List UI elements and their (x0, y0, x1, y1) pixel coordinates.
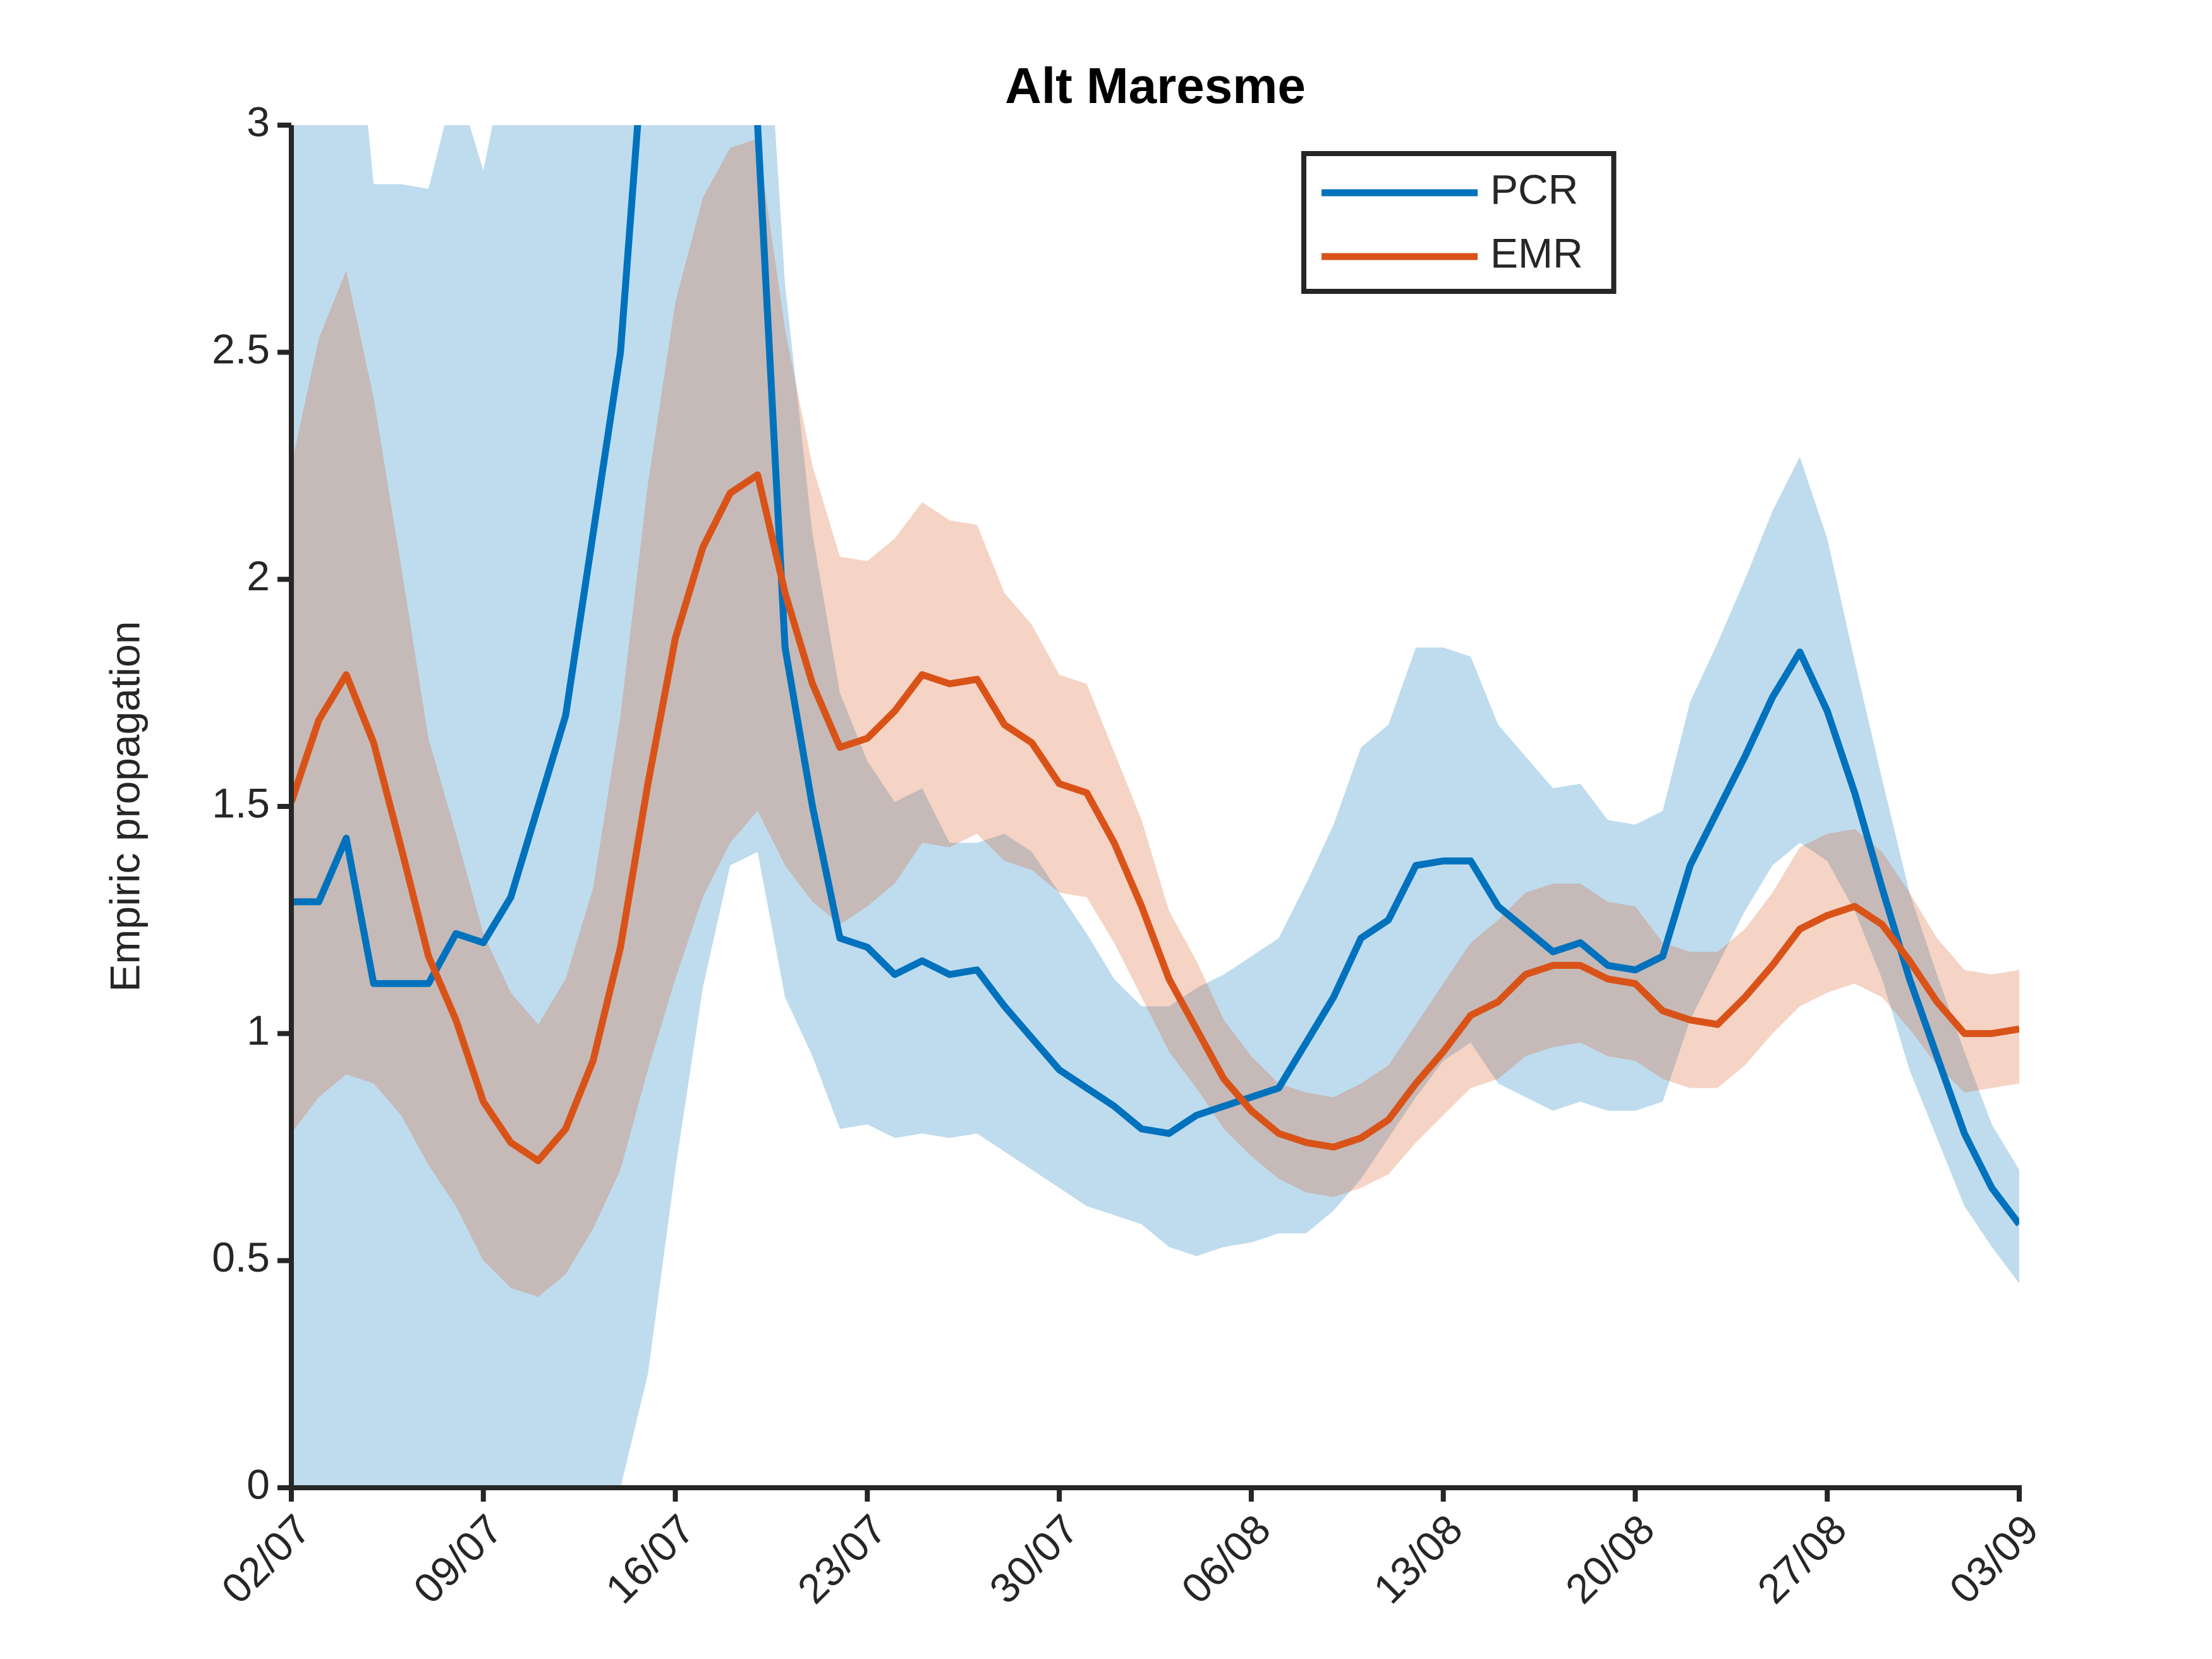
y-tick-label: 1.5 (212, 779, 270, 826)
y-tick-label: 2 (246, 552, 270, 599)
confidence-band (291, 125, 2019, 1488)
line (291, 125, 2019, 1227)
chart-title: Alt Maresme (1005, 58, 1306, 114)
y-tick-label: 2.5 (212, 325, 270, 372)
legend: PCR EMR (1301, 151, 1617, 294)
y-tick-label: 0.5 (212, 1234, 270, 1280)
y-tick-label: 1 (246, 1007, 270, 1054)
line (291, 471, 2019, 1165)
plot-area (291, 125, 2019, 1488)
y-axis-label: Empiric propagation (101, 621, 148, 992)
legend-label: EMR (1490, 229, 1583, 276)
y-tick-label: 0 (246, 1461, 270, 1507)
legend-box (1301, 151, 1617, 294)
y-tick-label: 3 (246, 98, 270, 145)
legend-label: PCR (1490, 166, 1578, 212)
confidence-band (291, 138, 2019, 1297)
